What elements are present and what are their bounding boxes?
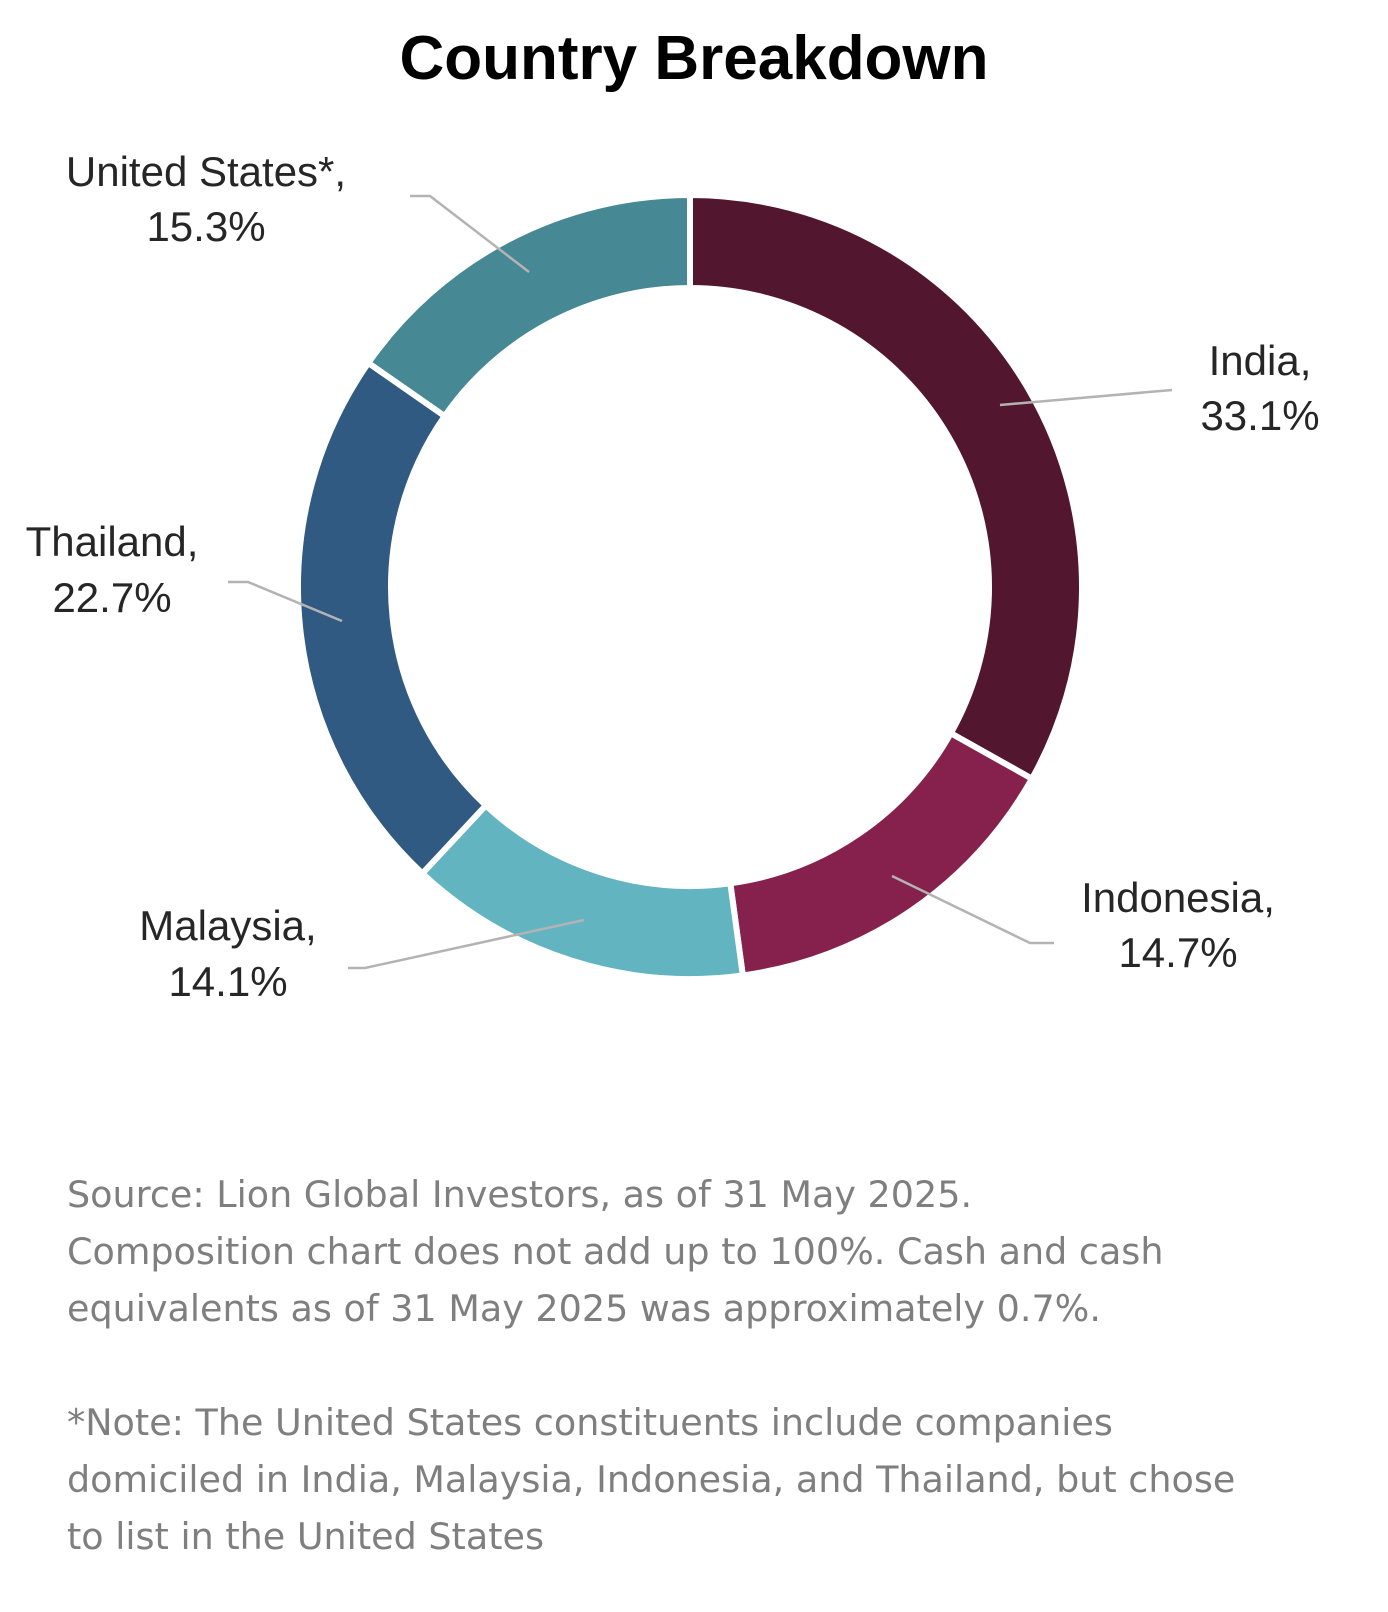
source-note: Source: Lion Global Investors, as of 31 … — [67, 1166, 1357, 1337]
leader-line-thailand — [228, 580, 343, 623]
slice-label-united-states: United States*, — [66, 148, 346, 195]
donut-slice-india — [687, 191, 1085, 783]
chart-title: Country Breakdown — [399, 24, 989, 93]
donut-slice-thailand — [295, 358, 491, 878]
donut-slice-indonesia — [726, 729, 1037, 979]
slice-value-malaysia: 14.1% — [168, 958, 287, 1005]
slice-label-india: India, — [1209, 337, 1312, 384]
slice-value-united-states: 15.3% — [146, 203, 265, 250]
slice-value-indonesia: 14.7% — [1118, 929, 1237, 976]
slice-value-thailand: 22.7% — [52, 574, 171, 621]
leader-line-indonesia — [891, 874, 1054, 945]
leader-lines — [228, 194, 1173, 970]
footnote-line: to list in the United States — [67, 1515, 544, 1558]
footnote-line: domiciled in India, Malaysia, Indonesia,… — [67, 1458, 1236, 1501]
source-line: Source: Lion Global Investors, as of 31 … — [67, 1173, 973, 1216]
leader-line-united-states — [410, 194, 530, 273]
donut-slice-united-states — [364, 191, 693, 421]
slice-labels: India, 33.1% Indonesia, 14.7% Malaysia, 14.1%… — [26, 148, 1320, 1005]
donut-slice-malaysia — [418, 801, 747, 982]
source-line: equivalents as of 31 May 2025 was approx… — [67, 1287, 1101, 1330]
leader-line-malaysia — [348, 918, 585, 970]
donut-chart: India, 33.1% Indonesia, 14.7% Malaysia, 14.1%… — [26, 148, 1320, 1005]
leader-line-india — [999, 388, 1173, 407]
donut-slices — [295, 191, 1085, 982]
slice-label-indonesia: Indonesia, — [1081, 874, 1275, 921]
source-line: Composition chart does not add up to 100… — [67, 1230, 1164, 1273]
footnote: *Note: The United States constituents in… — [67, 1394, 1357, 1565]
footnote-line: *Note: The United States constituents in… — [67, 1401, 1113, 1444]
slice-label-malaysia: Malaysia, — [139, 902, 316, 949]
slice-value-india: 33.1% — [1200, 392, 1319, 439]
slice-label-thailand: Thailand, — [26, 518, 199, 565]
